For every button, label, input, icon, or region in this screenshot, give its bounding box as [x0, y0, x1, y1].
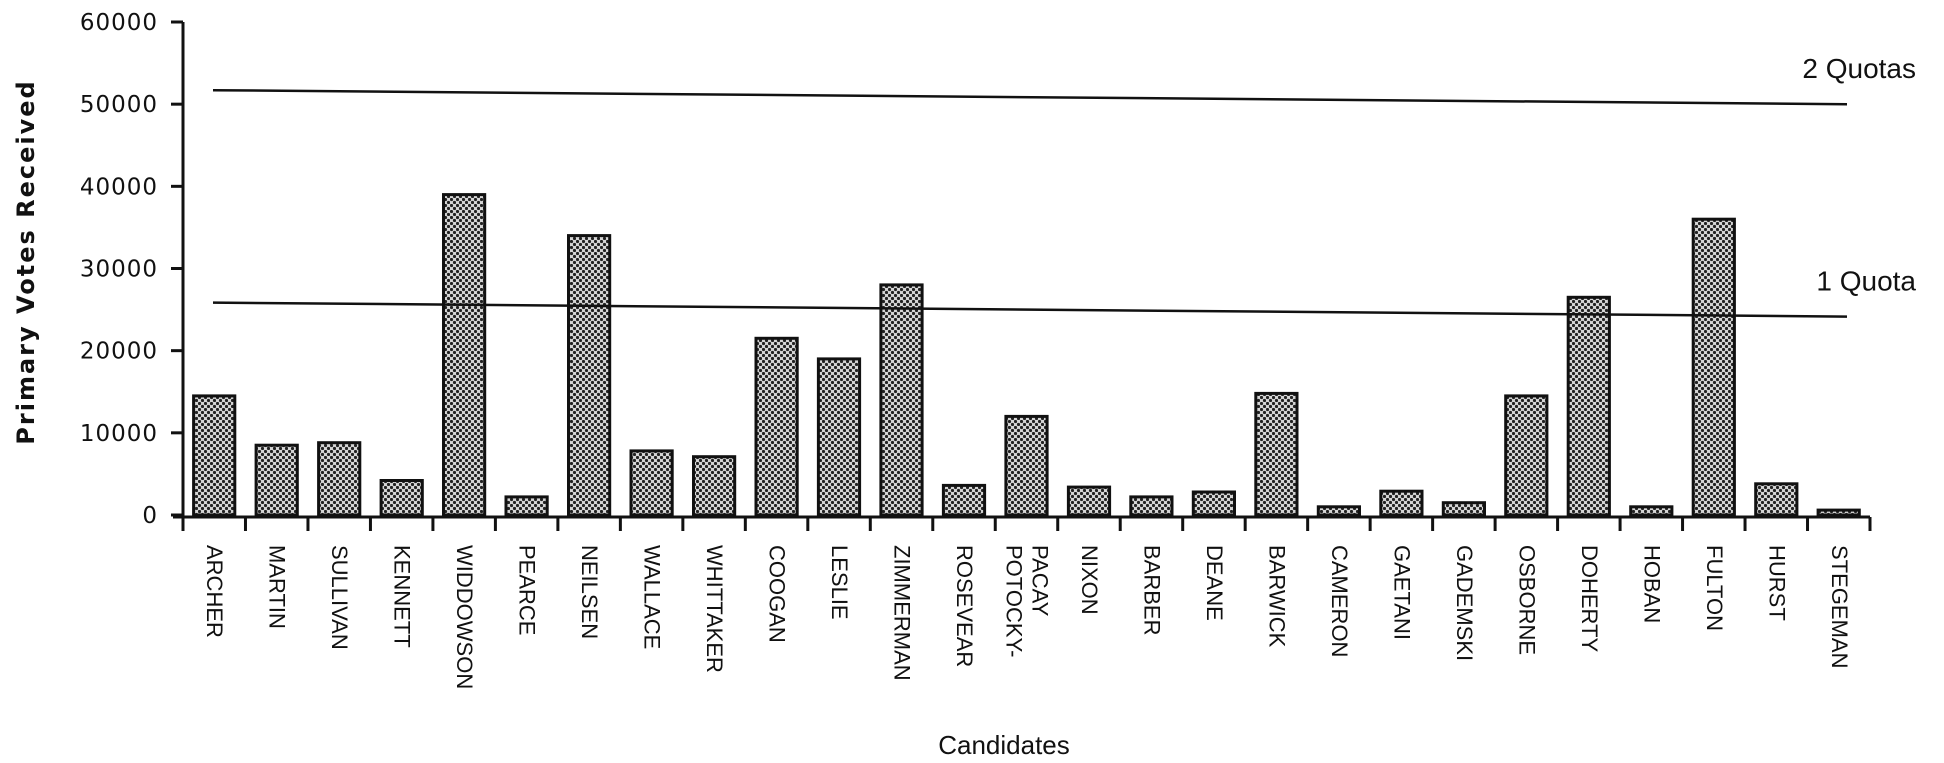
bars [192, 193, 1861, 517]
bar-zimmerman [879, 283, 924, 517]
category-label: SULLIVAN [327, 545, 352, 650]
y-tick-label: 0 [142, 503, 158, 529]
bar-coogan [754, 336, 799, 517]
category-label: STEGEMAN [1827, 545, 1852, 668]
bar-stegeman [1816, 508, 1861, 517]
category-label: HOBAN [1639, 545, 1664, 623]
bar-deane [1191, 490, 1237, 517]
bar-barwick [1254, 391, 1299, 517]
reference-lines: 2 Quotas 1 Quota [212, 53, 1916, 318]
category-label: WIDDOWSON [452, 545, 477, 689]
reference-line-label: 2 Quotas [1802, 53, 1916, 84]
bar-hoban [1629, 505, 1674, 517]
category-label: ROSEVEAR [952, 545, 977, 667]
category-label: NIXON [1077, 545, 1102, 615]
category-label: WALLACE [640, 545, 665, 649]
category-label: KENNETT [390, 545, 415, 648]
category-label: OSBORNE [1514, 545, 1539, 655]
category-label: WHITTAKER [702, 545, 727, 673]
category-label: FULTON [1702, 545, 1727, 631]
y-tick-label: 40000 [80, 174, 158, 200]
category-label: LESLIE [827, 545, 852, 620]
bar-kennett [379, 479, 424, 517]
bar-nixon [1066, 485, 1112, 517]
category-label: GAETANI [1389, 545, 1414, 640]
bar-leslie [816, 357, 862, 517]
category-label: ARCHER [202, 545, 227, 638]
category-label: BARWICK [1264, 545, 1289, 648]
bar-archer [192, 394, 237, 517]
y-tick-label: 20000 [80, 339, 158, 365]
bar-cameron [1316, 505, 1362, 517]
bar-sullivan [317, 441, 362, 517]
x-axis-label: Candidates [938, 730, 1070, 760]
bar-neilsen [567, 234, 612, 517]
bar-potockypacay [1004, 414, 1049, 517]
bar-martin [254, 443, 299, 517]
bar-fulton [1691, 217, 1736, 517]
axes: 0 10000 20000 30000 40000 50000 60000 [80, 10, 1872, 531]
y-tick-label: 60000 [80, 10, 158, 36]
category-label: DEANE [1202, 545, 1227, 621]
category-label: COOGAN [765, 545, 790, 643]
category-label: CAMERON [1327, 545, 1352, 657]
reference-line-2-quotas [212, 88, 1848, 106]
category-label: DOHERTY [1577, 545, 1602, 652]
bar-pearce [504, 495, 549, 517]
bar-gaetani [1379, 489, 1424, 517]
category-label: GADEMSKI [1452, 545, 1477, 661]
bar-wallace [629, 449, 674, 517]
reference-line-1-quota [212, 301, 1848, 318]
bar-whittaker [692, 455, 737, 517]
bar-hurst [1754, 482, 1799, 517]
bar-barber [1129, 495, 1174, 517]
category-label: ZIMMERMAN [890, 545, 915, 681]
category-label: POTOCKY-PACAY [1002, 545, 1053, 657]
bar-gademski [1441, 501, 1487, 517]
bar-doherty [1566, 295, 1611, 517]
y-tick-label: 10000 [80, 421, 158, 447]
category-labels: ARCHER MARTIN SULLIVAN KENNETT WIDDOWSON PEAR… [202, 545, 1852, 689]
bar-osborne [1504, 394, 1549, 517]
bar-rosevear [941, 483, 987, 517]
reference-line-label: 1 Quota [1816, 266, 1916, 297]
category-label: NEILSEN [577, 545, 602, 639]
y-axis-label: Primary Votes Received [12, 79, 40, 444]
category-label: PEARCE [515, 545, 540, 635]
category-label: MARTIN [265, 545, 290, 629]
y-tick-label: 30000 [80, 257, 158, 283]
bar-widdowson [442, 193, 487, 517]
y-tick-label: 50000 [80, 92, 158, 118]
category-label: BARBER [1140, 545, 1165, 635]
category-label: HURST [1764, 545, 1789, 621]
